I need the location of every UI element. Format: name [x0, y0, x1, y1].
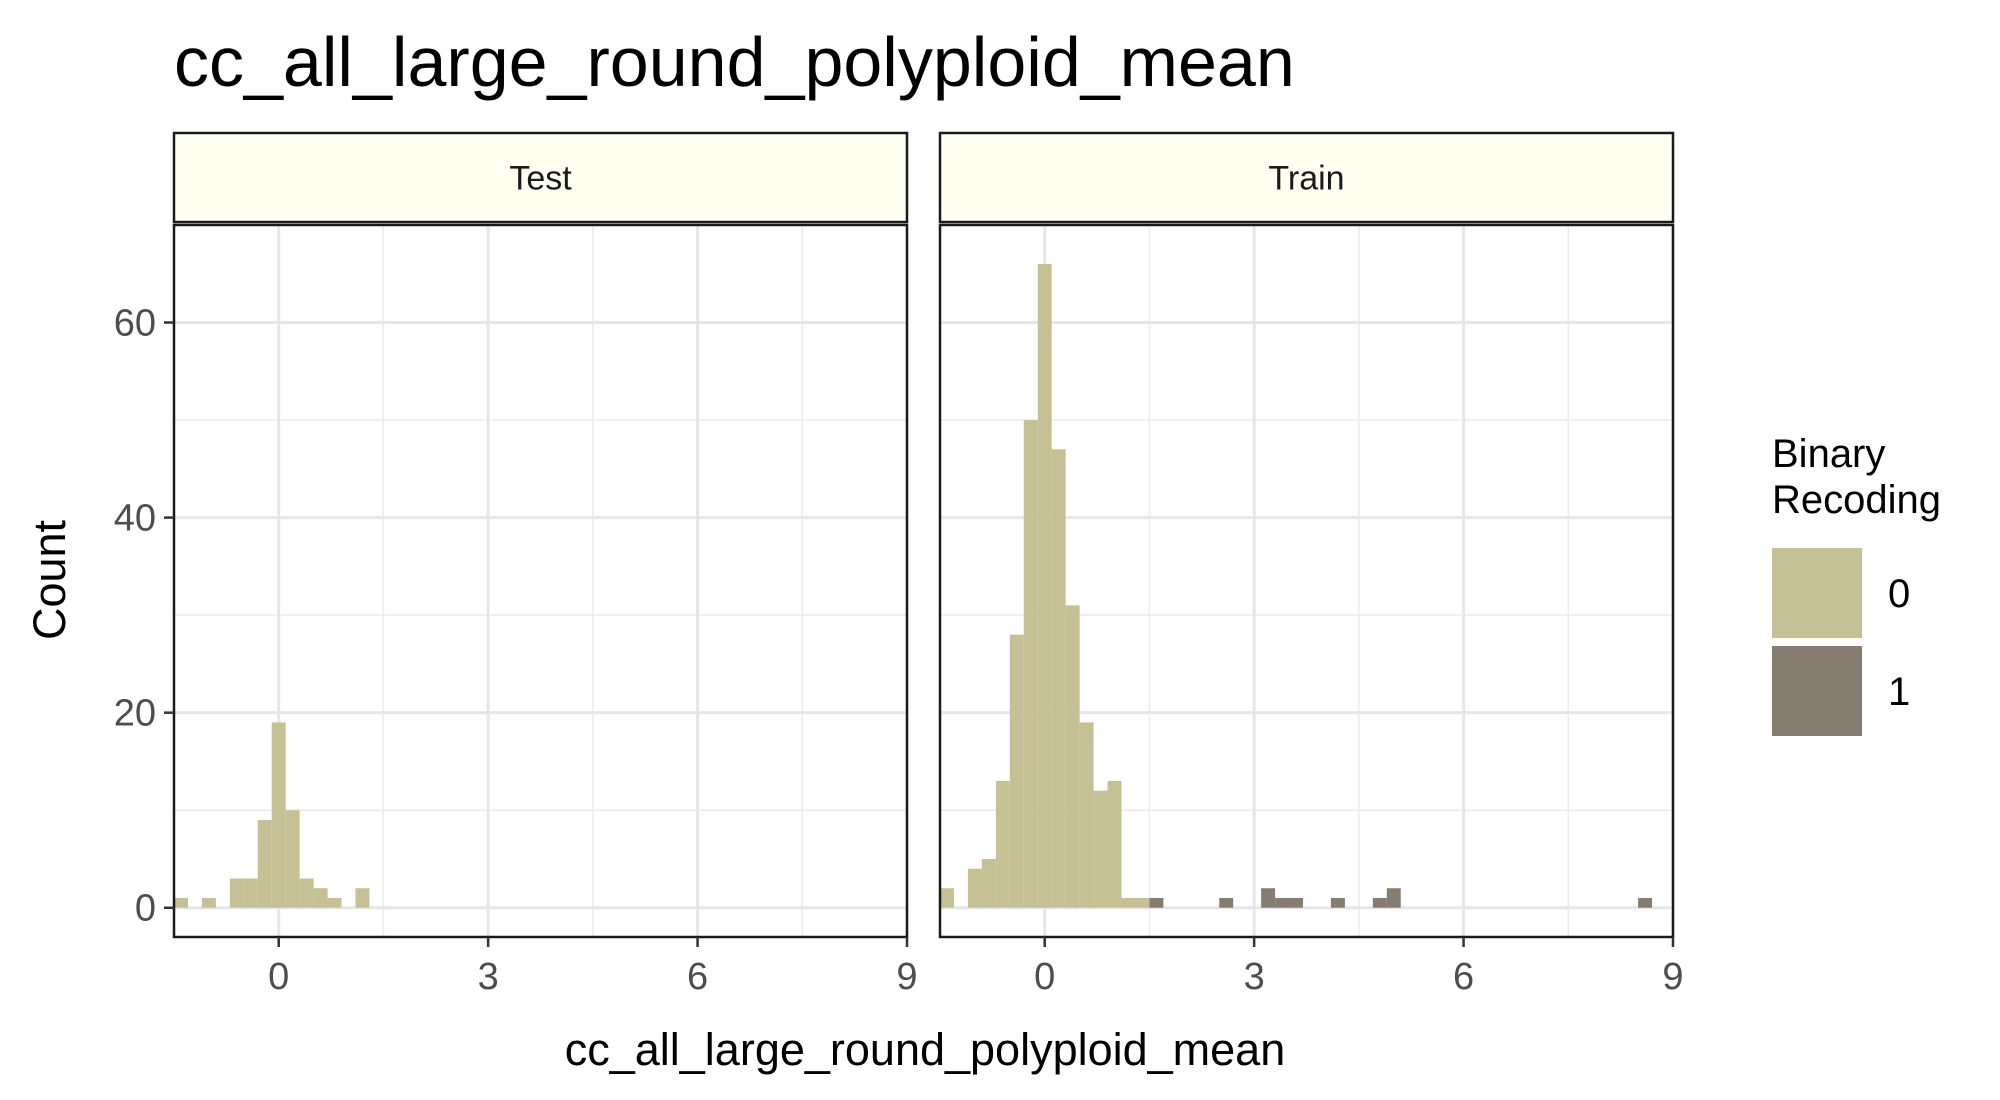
panel-border — [172, 223, 909, 939]
histogram-bar — [1275, 897, 1290, 908]
histogram-bar — [940, 888, 954, 908]
histogram-bar — [1261, 888, 1276, 908]
facet-strip-label: Train — [1268, 160, 1344, 198]
x-tick-label: 9 — [1662, 956, 1683, 998]
histogram-bar — [1219, 897, 1234, 908]
histogram-bar — [285, 810, 300, 908]
histogram-bar — [967, 868, 982, 908]
histogram-bar — [1093, 790, 1108, 908]
facet-panel-train: Train 0 3 6 9 — [938, 131, 1684, 998]
legend-key — [1772, 548, 1862, 638]
histogram-bar — [1023, 420, 1038, 908]
histogram-bar — [1386, 888, 1401, 908]
histogram-bar — [1009, 634, 1024, 908]
x-tick-label: 0 — [1034, 956, 1055, 998]
histogram-bar — [313, 888, 328, 908]
histogram-bar — [1121, 897, 1136, 908]
histogram-bar — [1289, 897, 1304, 908]
histogram-bar — [1372, 897, 1387, 908]
histogram-bar — [229, 878, 244, 908]
facet-strip — [938, 131, 1675, 224]
histogram-bar — [1037, 264, 1052, 908]
x-tick-label: 3 — [1244, 956, 1265, 998]
histogram-bar — [201, 897, 216, 908]
histogram-bar — [981, 858, 996, 908]
histogram-bar — [1107, 780, 1122, 908]
y-axis-title: Count — [24, 519, 75, 640]
y-tick-label: 0 — [135, 888, 156, 930]
histogram-bar — [1638, 897, 1653, 908]
histogram-bar — [271, 722, 286, 908]
chart-title: cc_all_large_round_polyploid_mean — [174, 23, 1295, 101]
facet-strip — [172, 131, 909, 224]
x-tick-label: 9 — [896, 956, 917, 998]
histogram-bar — [355, 888, 370, 908]
legend-label: 1 — [1888, 670, 1910, 714]
histogram-bar — [1135, 897, 1150, 908]
x-axis-title: cc_all_large_round_polyploid_mean — [565, 1024, 1286, 1075]
panel-border — [938, 223, 1675, 939]
x-tick-label: 6 — [1453, 956, 1474, 998]
histogram-bar — [299, 878, 314, 908]
histogram-bar — [995, 780, 1010, 908]
histogram-bar — [327, 897, 342, 908]
facet-panels: Test 0 3 6 9 0 20 40 60 Train 0 3 6 9 — [114, 131, 1684, 998]
histogram-bar — [257, 819, 272, 908]
facet-panel-test: Test 0 3 6 9 0 20 40 60 — [114, 131, 918, 998]
legend-key — [1772, 646, 1862, 736]
y-tick-label: 40 — [114, 498, 156, 540]
histogram-bars — [174, 722, 370, 908]
x-tick-label: 6 — [687, 956, 708, 998]
histogram-bar — [1051, 449, 1066, 908]
histogram-bar — [1079, 722, 1094, 908]
legend-title: Binary — [1772, 432, 1885, 476]
histogram-bar — [174, 897, 188, 908]
y-tick-label: 60 — [114, 303, 156, 345]
histogram-bar — [243, 878, 258, 908]
legend-title: Recoding — [1772, 478, 1941, 522]
x-tick-label: 0 — [268, 956, 289, 998]
histogram-bar — [1149, 897, 1164, 908]
x-tick-label: 3 — [478, 956, 499, 998]
histogram-bar — [1065, 605, 1080, 908]
histogram-bar — [1330, 897, 1345, 908]
facet-strip-label: Test — [509, 160, 572, 198]
histogram-bars — [940, 264, 1653, 908]
y-tick-label: 20 — [114, 693, 156, 735]
legend-label: 0 — [1888, 572, 1910, 616]
